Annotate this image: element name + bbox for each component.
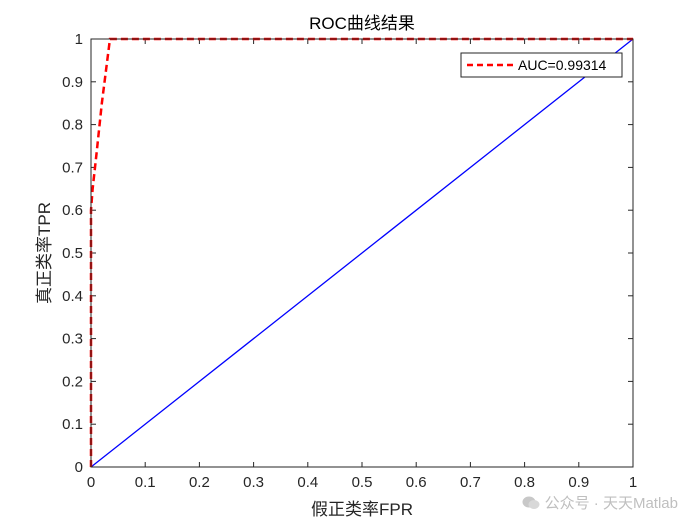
y-axis-label: 真正类率TPR [35, 202, 54, 304]
y-tick-label: 0.3 [62, 331, 83, 348]
chart-title: ROC曲线结果 [309, 14, 415, 33]
x-tick-label: 0.2 [189, 474, 210, 491]
x-tick-label: 0.6 [406, 474, 427, 491]
watermark: 公众号 · 天天Matlab [522, 492, 678, 513]
x-tick-label: 0.5 [352, 474, 373, 491]
x-tick-label: 0.4 [297, 474, 318, 491]
x-tick-label: 0.3 [243, 474, 264, 491]
legend: AUC=0.99314 [460, 52, 623, 78]
x-tick-label: 0.9 [568, 474, 589, 491]
y-tick-label: 0 [75, 459, 83, 476]
x-tick-label: 0.8 [514, 474, 535, 491]
y-tick-label: 1 [75, 31, 83, 48]
x-tick-label: 1 [629, 474, 637, 491]
y-tick-label: 0.5 [62, 245, 83, 262]
axis-ticks: 0 0.1 0.2 0.3 0.4 0.5 0.6 0.7 0.8 0.9 1 0 0.1 0.2 0.3 0… [62, 31, 637, 491]
y-tick-label: 0.2 [62, 373, 83, 390]
x-tick-label: 0.1 [135, 474, 156, 491]
diagonal-reference-line [90, 38, 634, 468]
axes-box [90, 38, 634, 468]
y-tick-label: 0.7 [62, 159, 83, 176]
plot-series [89, 37, 634, 468]
y-tick-label: 0.9 [62, 74, 83, 91]
x-tick-label: 0.7 [460, 474, 481, 491]
y-tick-label: 0.6 [62, 202, 83, 219]
y-tick-label: 0.8 [62, 117, 83, 134]
x-axis-label: 假正类率FPR [311, 500, 413, 519]
wechat-icon [522, 496, 540, 510]
y-tick-label: 0.1 [62, 416, 83, 433]
legend-label: AUC=0.99314 [518, 57, 607, 73]
y-tick-label: 0.4 [62, 288, 83, 305]
x-tick-label: 0 [87, 474, 95, 491]
watermark-text: 公众号 · 天天Matlab [544, 495, 678, 512]
